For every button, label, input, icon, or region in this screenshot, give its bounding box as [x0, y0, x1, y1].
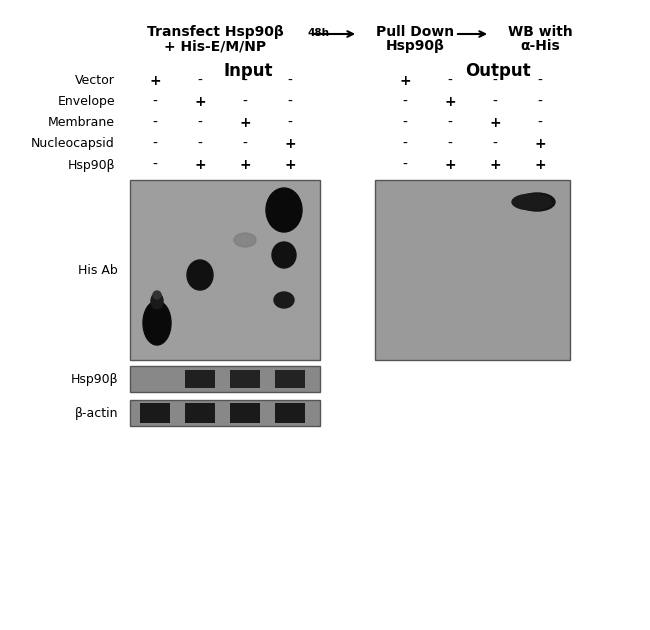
Text: +: + — [194, 158, 206, 172]
Text: α-His: α-His — [520, 39, 560, 53]
Text: + His-E/M/NP: + His-E/M/NP — [164, 39, 266, 53]
Text: Hsp90β: Hsp90β — [70, 372, 118, 386]
Text: +: + — [534, 137, 546, 151]
Bar — [275, 403, 305, 423]
Bar — [130, 366, 320, 392]
Text: +: + — [489, 116, 500, 130]
Text: -: - — [198, 116, 202, 130]
Text: Vector: Vector — [75, 74, 115, 88]
Ellipse shape — [512, 194, 552, 210]
Bar — [230, 370, 260, 388]
Ellipse shape — [266, 188, 302, 232]
Text: His Ab: His Ab — [78, 263, 118, 277]
Text: +: + — [444, 158, 456, 172]
Text: +: + — [150, 74, 161, 88]
Text: -: - — [153, 158, 157, 172]
Text: 48h: 48h — [307, 28, 329, 38]
Ellipse shape — [519, 193, 555, 211]
Text: +: + — [194, 95, 206, 109]
Text: -: - — [153, 95, 157, 109]
Text: +: + — [239, 158, 251, 172]
Text: -: - — [287, 74, 292, 88]
Text: -: - — [538, 95, 543, 109]
Text: Hsp90β: Hsp90β — [68, 159, 115, 171]
Ellipse shape — [234, 233, 256, 247]
Text: Input: Input — [223, 62, 273, 80]
Text: +: + — [444, 95, 456, 109]
Ellipse shape — [153, 291, 161, 299]
Text: -: - — [538, 74, 543, 88]
Ellipse shape — [151, 293, 163, 309]
Bar — [185, 403, 215, 423]
Text: -: - — [153, 137, 157, 151]
Text: -: - — [198, 137, 202, 151]
Text: +: + — [534, 158, 546, 172]
Text: +: + — [489, 158, 500, 172]
Text: -: - — [448, 74, 452, 88]
Text: Nucleocapsid: Nucleocapsid — [31, 137, 115, 151]
Bar — [275, 370, 305, 388]
Ellipse shape — [187, 260, 213, 290]
Text: -: - — [402, 95, 408, 109]
Text: Output: Output — [465, 62, 531, 80]
Text: -: - — [538, 116, 543, 130]
Text: -: - — [153, 116, 157, 130]
Bar — [230, 403, 260, 423]
Text: β-actin: β-actin — [75, 406, 118, 420]
Bar — [185, 370, 215, 388]
Bar — [130, 400, 320, 426]
Ellipse shape — [143, 301, 171, 345]
Text: -: - — [493, 137, 497, 151]
Text: +: + — [239, 116, 251, 130]
Text: +: + — [284, 158, 296, 172]
Text: Pull Down: Pull Down — [376, 25, 454, 39]
Text: -: - — [198, 74, 202, 88]
Text: Membrane: Membrane — [48, 117, 115, 130]
Text: -: - — [242, 95, 248, 109]
Text: Hsp90β: Hsp90β — [385, 39, 445, 53]
Text: -: - — [493, 74, 497, 88]
Text: -: - — [402, 158, 408, 172]
Text: -: - — [448, 137, 452, 151]
Bar — [130, 180, 320, 360]
Text: -: - — [402, 116, 408, 130]
Text: +: + — [399, 74, 411, 88]
Text: +: + — [284, 137, 296, 151]
Text: -: - — [402, 137, 408, 151]
Text: Transfect Hsp90β: Transfect Hsp90β — [147, 25, 283, 39]
Text: WB with: WB with — [508, 25, 573, 39]
Text: -: - — [242, 74, 248, 88]
Ellipse shape — [272, 242, 296, 268]
Text: -: - — [242, 137, 248, 151]
Text: Envelope: Envelope — [57, 96, 115, 108]
Text: -: - — [493, 95, 497, 109]
Text: -: - — [287, 116, 292, 130]
Bar — [140, 403, 170, 423]
Bar — [375, 180, 570, 360]
Text: -: - — [287, 95, 292, 109]
Text: -: - — [448, 116, 452, 130]
Ellipse shape — [274, 292, 294, 308]
